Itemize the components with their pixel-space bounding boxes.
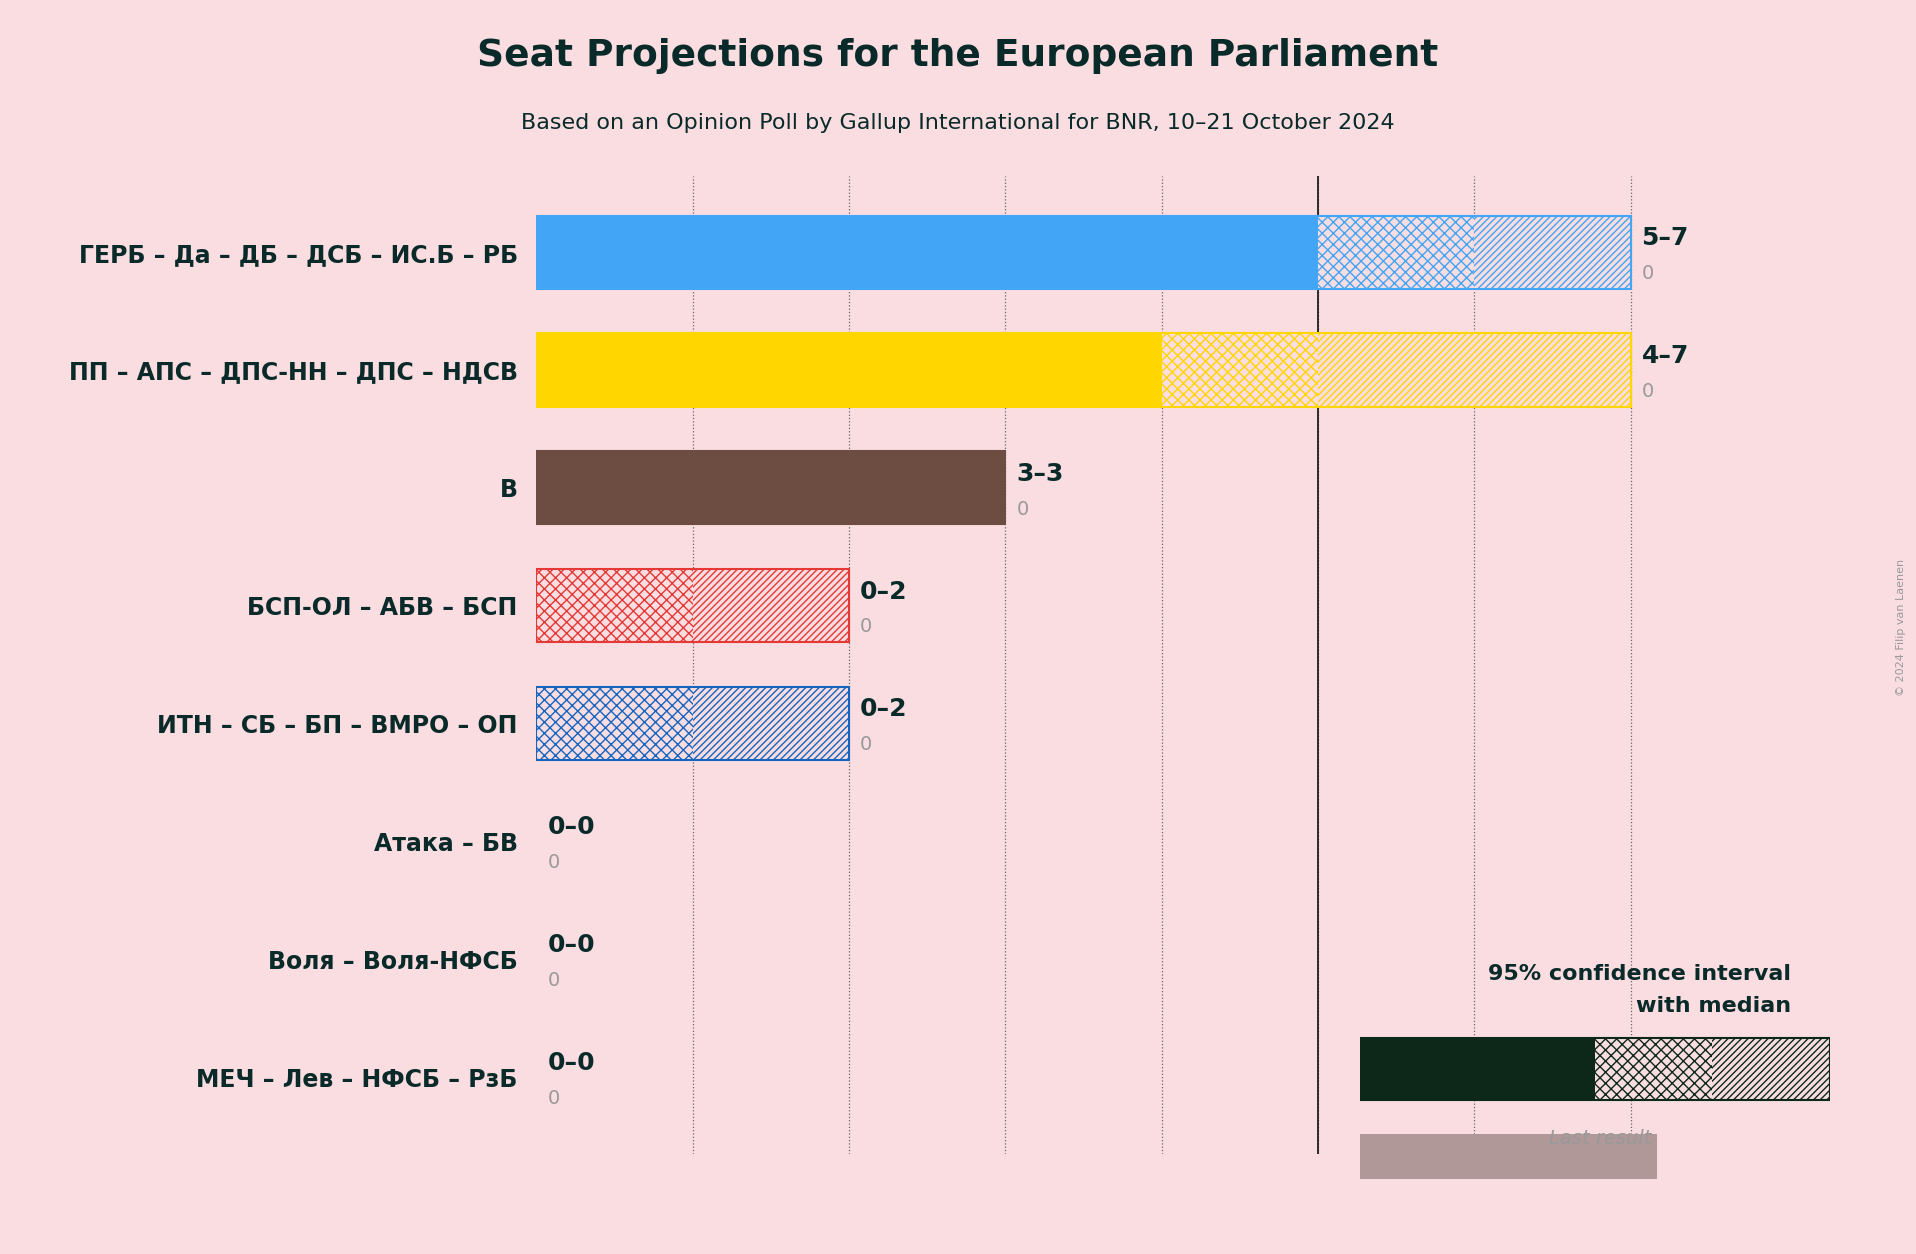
Text: 95% confidence interval: 95% confidence interval: [1489, 964, 1791, 984]
Text: with median: with median: [1636, 996, 1791, 1016]
Bar: [536, 451, 1006, 524]
Bar: [536, 569, 849, 642]
Bar: [694, 687, 849, 760]
Bar: [1473, 216, 1631, 288]
Bar: [536, 451, 1006, 524]
Bar: [1473, 216, 1631, 288]
Bar: [1360, 1134, 1657, 1179]
Bar: [1318, 216, 1473, 288]
Bar: [1318, 216, 1473, 288]
Bar: [1318, 334, 1631, 406]
Text: 0–2: 0–2: [860, 579, 908, 603]
Bar: [536, 216, 1631, 288]
Bar: [536, 687, 694, 760]
Bar: [1360, 1038, 1594, 1100]
Bar: [536, 334, 1631, 406]
Bar: [536, 334, 1161, 406]
Text: 4–7: 4–7: [1642, 344, 1688, 367]
Text: 0–0: 0–0: [548, 1051, 596, 1075]
Text: 0: 0: [1015, 499, 1029, 519]
Text: 0: 0: [860, 617, 872, 637]
Bar: [536, 569, 694, 642]
Text: 0: 0: [860, 735, 872, 754]
Bar: [1360, 1038, 1830, 1100]
Bar: [1594, 1038, 1713, 1100]
Bar: [1161, 334, 1318, 406]
Bar: [536, 687, 849, 760]
Text: Seat Projections for the European Parliament: Seat Projections for the European Parlia…: [477, 38, 1439, 74]
Bar: [536, 687, 694, 760]
Text: 0–0: 0–0: [548, 815, 596, 839]
Text: 0: 0: [548, 1088, 559, 1107]
Text: 0: 0: [548, 853, 559, 872]
Text: 0–2: 0–2: [860, 697, 908, 721]
Text: Last result: Last result: [1548, 1129, 1652, 1147]
Bar: [536, 216, 1318, 288]
Bar: [694, 569, 849, 642]
Text: © 2024 Filip van Laenen: © 2024 Filip van Laenen: [1895, 558, 1906, 696]
Bar: [1318, 334, 1631, 406]
Text: 3–3: 3–3: [1015, 461, 1063, 485]
Text: 0: 0: [1642, 381, 1654, 401]
Bar: [536, 569, 694, 642]
Text: 0: 0: [1642, 263, 1654, 283]
Bar: [694, 687, 849, 760]
Bar: [1161, 334, 1318, 406]
Bar: [1713, 1038, 1830, 1100]
Text: 5–7: 5–7: [1642, 226, 1688, 250]
Text: Based on an Opinion Poll by Gallup International for BNR, 10–21 October 2024: Based on an Opinion Poll by Gallup Inter…: [521, 113, 1395, 133]
Text: 0: 0: [548, 971, 559, 989]
Text: 0–0: 0–0: [548, 933, 596, 957]
Bar: [694, 569, 849, 642]
